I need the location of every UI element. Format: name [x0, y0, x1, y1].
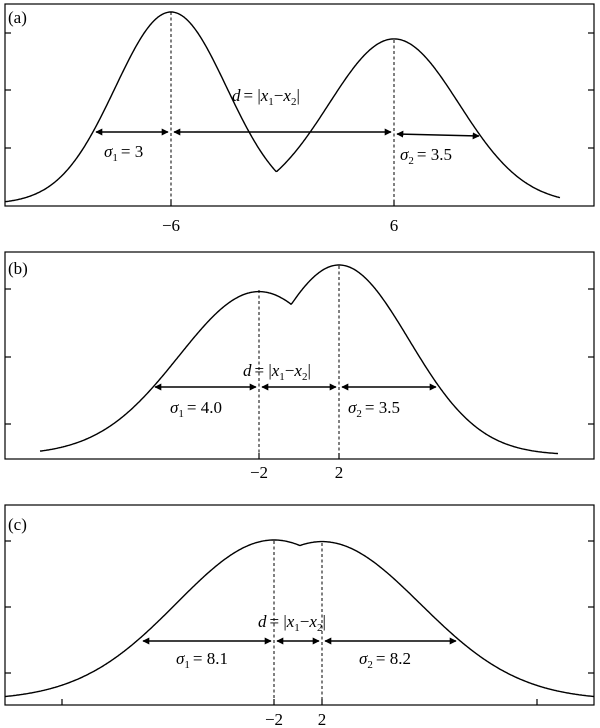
panel-a-curve: [4, 11, 561, 203]
panel-a-ticks: [5, 32, 594, 206]
panel-c-ticks: [5, 540, 594, 705]
panel-a-sigma2-label: σ2 = 3.5: [400, 145, 452, 167]
panel-a: (a) σ1 = 3 σ2 = 3.5 d = |x1−x2| −6 6: [4, 3, 595, 235]
panel-b-label: (b): [8, 259, 28, 278]
panel-b-d-label: d = |x1−x2|: [243, 361, 311, 383]
panel-b-frame: [4, 251, 595, 460]
panel-a-sigma1-label: σ1 = 3: [104, 142, 143, 164]
panel-a-xtick-label: −6: [162, 216, 180, 235]
panel-b-xtick-label: 2: [335, 463, 344, 482]
panel-c-sigma1-label: σ1 = 8.1: [176, 649, 228, 671]
panel-a-label: (a): [8, 8, 27, 27]
panel-b-curve: [39, 264, 559, 455]
panel-a-sigma2-arrow: [396, 130, 480, 140]
panel-c-frame: [4, 504, 595, 706]
panel-a-d-label: d = |x1−x2|: [232, 86, 300, 108]
panel-b-sigma1-label: σ1 = 4.0: [170, 398, 222, 420]
panel-c-xtick-label: 2: [318, 710, 327, 728]
panel-b: (b) σ1 = 4.0 σ2 = 3.5 d = |x1−x2| −2 2: [4, 251, 595, 482]
panel-c-d-label: d = |x1−x2|: [258, 612, 326, 634]
panel-c-label: (c): [8, 515, 27, 534]
panel-c: (c) σ1 = 8.1 σ2 = 8.2 d = |x1−x2| −2 2: [4, 504, 595, 728]
panel-b-sigma2-label: σ2 = 3.5: [348, 398, 400, 420]
panel-c-curve: [4, 539, 595, 698]
panel-c-xtick-label: −2: [265, 710, 283, 728]
panel-c-sigma2-label: σ2 = 8.2: [359, 649, 411, 671]
panel-a-xtick-label: 6: [390, 216, 399, 235]
panel-a-frame: [4, 3, 595, 207]
panel-b-xtick-label: −2: [250, 463, 268, 482]
